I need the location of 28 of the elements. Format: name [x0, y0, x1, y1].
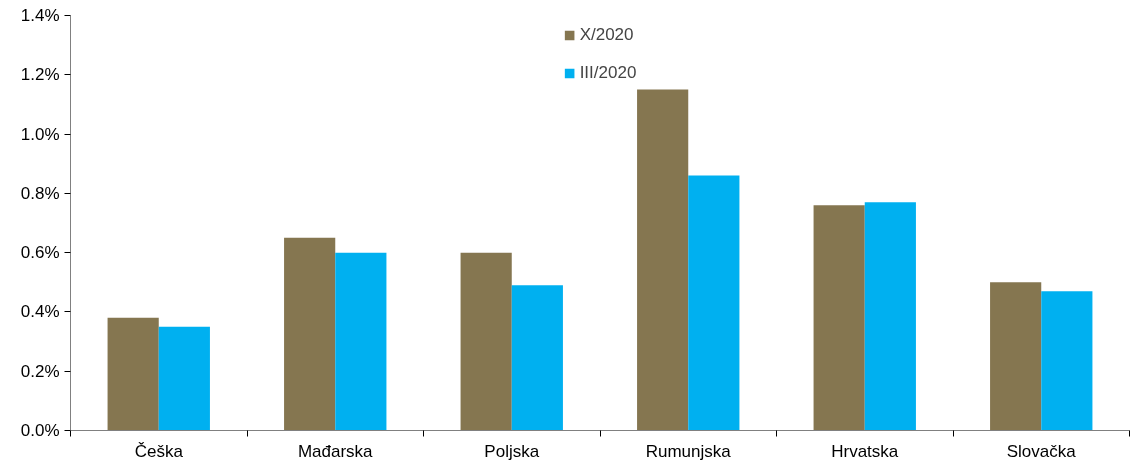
x-tick-label: Slovačka [1006, 441, 1077, 461]
bar [637, 89, 689, 431]
bar [460, 252, 512, 431]
bar [158, 326, 210, 431]
bar [335, 252, 387, 431]
y-tick-label: 0.6% [20, 243, 60, 263]
x-tick-label: Poljska [484, 441, 540, 461]
bar [864, 202, 916, 431]
y-tick-label: 1.4% [20, 6, 60, 25]
y-tick-label: 1.0% [20, 124, 60, 144]
bar [284, 237, 336, 431]
bar [511, 285, 563, 431]
bar [813, 205, 865, 431]
bar [1041, 291, 1093, 431]
x-tick-label: Češka [134, 441, 184, 461]
legend-label: X/2020 [579, 25, 634, 45]
y-tick-label: 0.4% [20, 302, 60, 322]
bar [107, 317, 159, 431]
x-tick-label: Mađarska [297, 441, 374, 461]
x-tick-label: Hrvatska [831, 441, 899, 461]
y-tick-label: 1.2% [20, 65, 60, 85]
bar [990, 282, 1042, 431]
y-tick-label: 0.8% [20, 183, 60, 203]
y-tick-label: 0.0% [20, 421, 60, 440]
y-tick-label: 0.2% [20, 361, 60, 381]
x-tick-label: Rumunjska [645, 441, 732, 461]
bar [688, 175, 740, 431]
legend-label: III/2020 [579, 63, 637, 83]
